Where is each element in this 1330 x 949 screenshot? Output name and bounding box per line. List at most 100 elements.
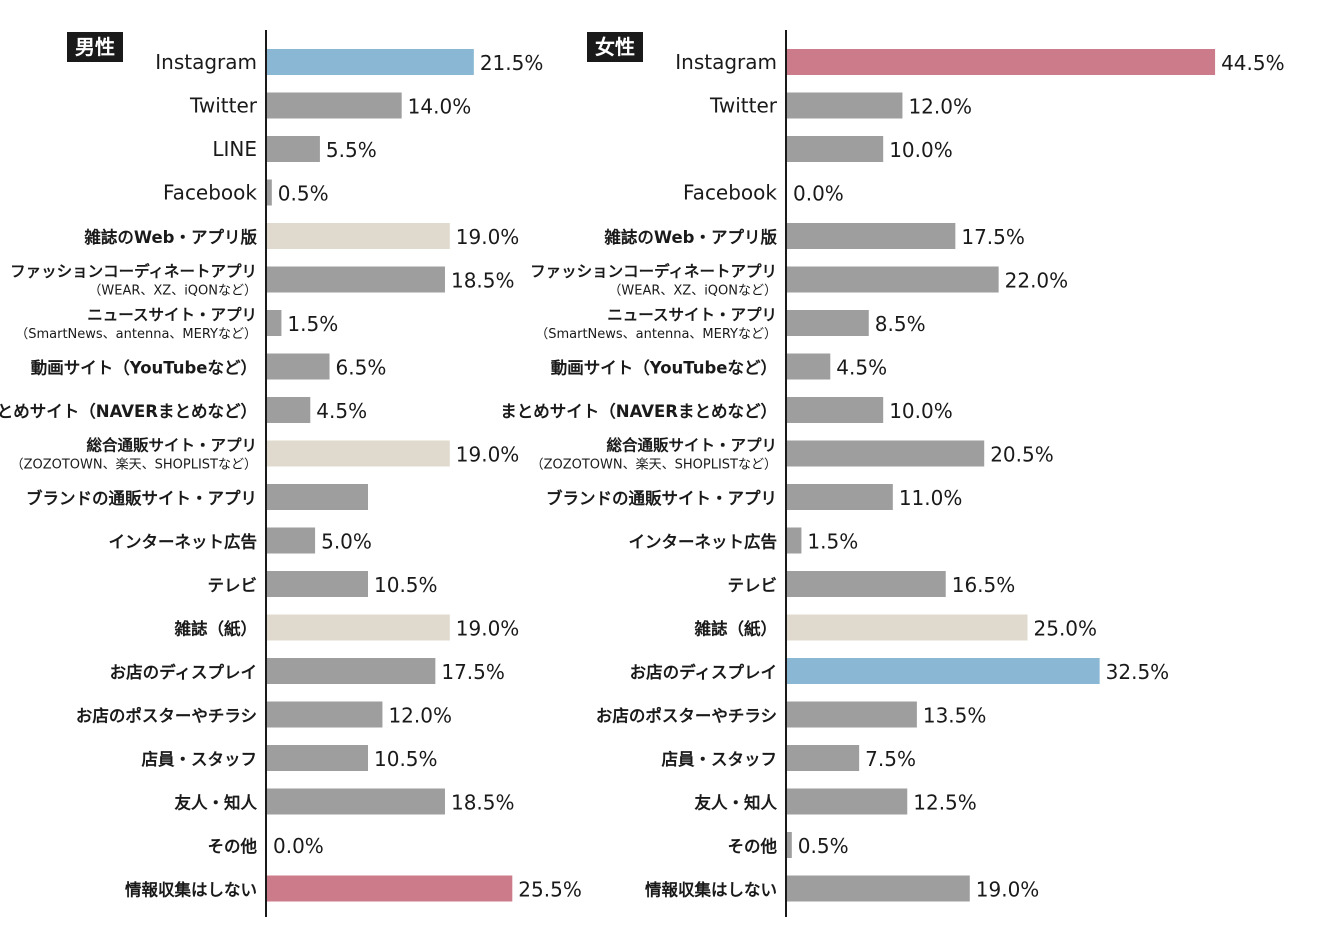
female-value-label-11: 1.5% — [807, 530, 858, 554]
female-category-label-16: 店員・スタッフ — [662, 750, 778, 769]
male-value-label-18: 0.0% — [273, 834, 324, 858]
male-bar-19 — [267, 875, 513, 902]
female-category-label-0: Instagram — [675, 50, 777, 74]
female-bar-18 — [787, 832, 792, 858]
female-category-label-10: ブランドの通販サイト・アプリ — [546, 488, 777, 508]
male-bar-14 — [267, 658, 436, 684]
male-category-sublabel-5: （WEAR、XZ、iQONなど） — [88, 284, 257, 299]
male-value-label-11: 5.0% — [321, 530, 372, 554]
female-bar-15 — [787, 701, 917, 728]
female-value-label-14: 32.5% — [1106, 660, 1170, 684]
female-bar-17 — [787, 788, 908, 815]
female-bar-8 — [787, 397, 884, 423]
female-value-label-5: 22.0% — [1005, 269, 1069, 293]
female-value-label-17: 12.5% — [913, 791, 977, 815]
male-category-label-1: Twitter — [189, 94, 258, 118]
female-value-label-7: 4.5% — [836, 356, 887, 380]
male-value-label-14: 17.5% — [441, 660, 505, 684]
female-bar-9 — [787, 440, 985, 467]
male-value-label-17: 18.5% — [451, 791, 515, 815]
male-bar-5 — [267, 266, 445, 293]
female-value-label-18: 0.5% — [798, 834, 849, 858]
male-bar-2 — [267, 136, 320, 162]
male-value-label-13: 19.0% — [456, 617, 520, 641]
male-value-label-0: 21.5% — [480, 51, 544, 75]
male-bar-8 — [267, 397, 311, 423]
male-category-label-16: 店員・スタッフ — [142, 750, 258, 769]
female-bar-14 — [787, 658, 1100, 684]
male-value-label-9: 19.0% — [456, 443, 520, 467]
male-category-label-13: 雑誌（紙） — [174, 619, 258, 639]
female-category-label-13: 雑誌（紙） — [694, 619, 778, 639]
female-bar-5 — [787, 266, 999, 293]
male-bar-10 — [267, 484, 369, 510]
male-value-label-4: 19.0% — [456, 225, 520, 249]
male-value-label-12: 10.5% — [374, 573, 438, 597]
male-category-label-4: 雑誌のWeb・アプリ版 — [83, 227, 257, 247]
male-bar-4 — [267, 223, 450, 249]
female-category-label-17: 友人・知人 — [695, 793, 778, 813]
female-category-label-18: その他 — [728, 836, 778, 856]
female-category-label-11: インターネット広告 — [629, 532, 778, 552]
male-value-label-1: 14.0% — [408, 95, 472, 119]
male-category-label-7: 動画サイト（YouTubeなど） — [31, 358, 257, 378]
female-category-label-15: お店のポスターやチラシ — [596, 706, 777, 726]
male-value-label-3: 0.5% — [278, 182, 329, 206]
male-value-label-7: 6.5% — [336, 356, 387, 380]
female-value-label-19: 19.0% — [976, 878, 1040, 902]
female-value-label-1: 12.0% — [908, 95, 972, 119]
female-panel-title: 女性 — [587, 32, 643, 62]
female-category-label-12: テレビ — [728, 576, 778, 595]
male-value-label-19: 25.5% — [518, 878, 582, 902]
female-bar-19 — [787, 875, 970, 902]
female-value-label-16: 7.5% — [865, 747, 916, 771]
female-value-label-10: 11.0% — [899, 486, 963, 510]
female-bar-10 — [787, 484, 893, 510]
male-value-label-8: 4.5% — [316, 399, 367, 423]
male-category-sublabel-6: （SmartNews、antenna、MERYなど） — [15, 327, 257, 342]
female-bar-13 — [787, 614, 1028, 641]
female-value-label-6: 8.5% — [875, 312, 926, 336]
male-category-label-11: インターネット広告 — [109, 532, 258, 552]
male-bar-3 — [267, 179, 272, 206]
female-value-label-9: 20.5% — [990, 443, 1054, 467]
male-bar-13 — [267, 614, 450, 641]
male-category-label-9: 総合通販サイト・アプリ — [86, 436, 257, 455]
male-bar-0 — [267, 49, 474, 75]
male-bar-17 — [267, 788, 445, 815]
male-category-label-0: Instagram — [155, 50, 257, 74]
female-bar-1 — [787, 92, 903, 119]
female-category-label-1: Twitter — [709, 94, 778, 118]
female-category-label-4: 雑誌のWeb・アプリ版 — [603, 227, 777, 247]
male-panel-title: 男性 — [67, 32, 123, 62]
male-bar-7 — [267, 353, 330, 380]
male-bar-16 — [267, 745, 369, 771]
male-category-label-19: 情報収集はしない — [125, 880, 257, 900]
female-category-sublabel-6: （SmartNews、antenna、MERYなど） — [535, 327, 777, 342]
male-value-label-5: 18.5% — [451, 269, 515, 293]
female-bar-11 — [787, 527, 802, 554]
female-value-label-0: 44.5% — [1221, 51, 1285, 75]
male-category-label-3: Facebook — [163, 181, 257, 205]
male-value-label-15: 12.0% — [388, 704, 452, 728]
male-category-label-5: ファッションコーディネートアプリ — [10, 262, 257, 281]
male-category-label-15: お店のポスターやチラシ — [76, 706, 257, 726]
male-category-sublabel-9: （ZOZOTOWN、楽天、SHOPLISTなど） — [11, 457, 257, 473]
female-bar-2 — [787, 136, 884, 162]
male-bar-11 — [267, 527, 316, 554]
male-value-label-2: 5.5% — [326, 138, 377, 162]
male-category-label-18: その他 — [208, 836, 258, 856]
female-category-sublabel-5: （WEAR、XZ、iQONなど） — [608, 284, 777, 299]
female-bar-4 — [787, 223, 956, 249]
female-value-label-8: 10.0% — [889, 399, 953, 423]
female-category-label-19: 情報収集はしない — [645, 880, 777, 900]
male-value-label-16: 10.5% — [374, 747, 438, 771]
female-bar-12 — [787, 571, 946, 597]
female-bar-0 — [787, 49, 1216, 75]
male-category-label-10: ブランドの通販サイト・アプリ — [26, 488, 257, 508]
female-value-label-3: 0.0% — [793, 182, 844, 206]
female-category-label-3: Facebook — [683, 181, 777, 205]
female-value-label-4: 17.5% — [961, 225, 1025, 249]
male-bar-1 — [267, 92, 402, 119]
